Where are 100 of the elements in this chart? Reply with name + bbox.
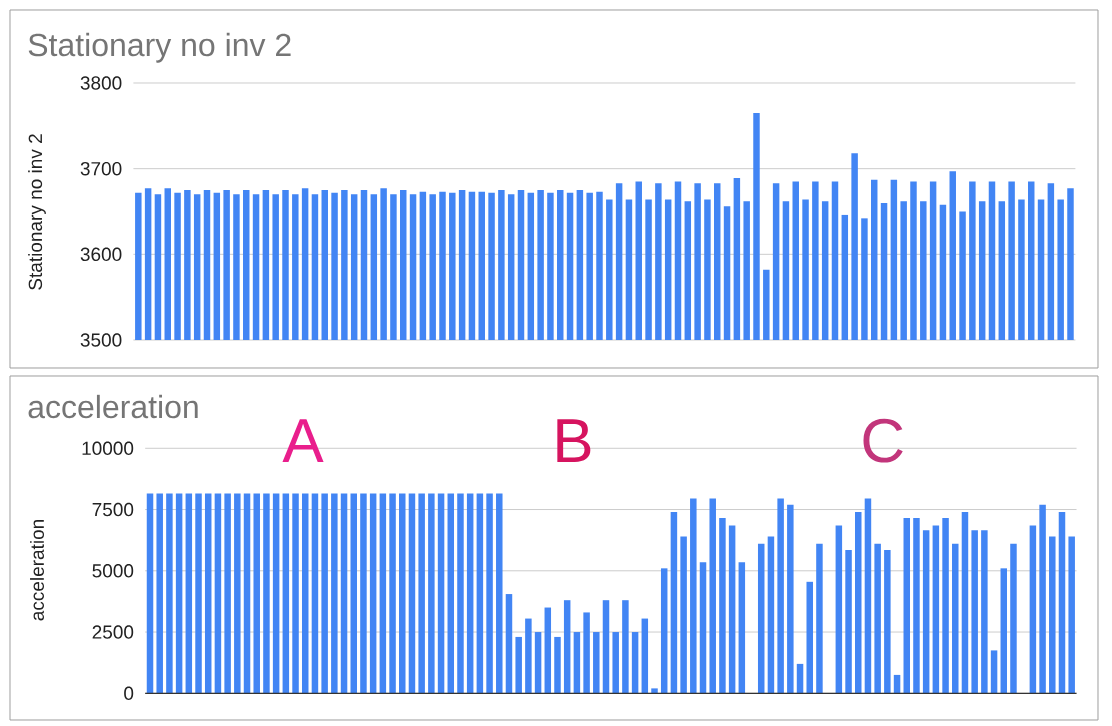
bar: [331, 493, 338, 694]
bar: [981, 530, 988, 694]
bar: [787, 504, 794, 694]
bar: [234, 493, 241, 694]
bar: [806, 581, 813, 694]
bar: [1029, 525, 1037, 694]
bar: [476, 493, 484, 694]
bar: [272, 493, 280, 694]
bar: [1058, 511, 1066, 694]
bar: [922, 530, 930, 694]
y-tick-label: 2500: [92, 625, 134, 639]
bar: [651, 688, 658, 694]
bar: [428, 493, 435, 694]
bar: [971, 530, 978, 694]
bar: [204, 493, 212, 694]
bar: [563, 600, 571, 694]
bar: [243, 493, 251, 694]
bar: [855, 511, 862, 694]
bar: [389, 493, 396, 694]
bar: [214, 493, 222, 694]
bar: [301, 493, 309, 694]
bar: [913, 518, 920, 694]
annotation: A: [282, 419, 324, 463]
bar: [369, 493, 377, 694]
bar: [757, 543, 765, 694]
y-tick-label: 3700: [80, 161, 122, 176]
bar: [874, 543, 881, 694]
bar: [447, 493, 455, 694]
bar: [622, 600, 629, 694]
bar: [1039, 504, 1046, 694]
y-tick-label: 10000: [82, 441, 134, 456]
bar: [185, 493, 193, 694]
bar: [437, 493, 445, 694]
bar: [990, 650, 998, 694]
bar: [884, 549, 891, 694]
bar: [253, 493, 260, 694]
bar: [457, 493, 464, 694]
bar: [496, 493, 503, 694]
bar: [311, 493, 319, 694]
bar: [525, 618, 532, 694]
bar: [942, 518, 949, 694]
bar: [952, 543, 959, 694]
bar: [767, 536, 775, 694]
bar: [631, 632, 639, 694]
bar: [175, 493, 183, 694]
bar: [845, 549, 852, 694]
bar: [554, 636, 561, 694]
bar: [612, 632, 619, 694]
bar: [690, 498, 697, 694]
bar: [515, 636, 522, 694]
bar: [360, 493, 367, 694]
bar: [379, 493, 387, 694]
bar: [340, 493, 348, 694]
bar: [166, 493, 173, 694]
bar: [1049, 536, 1056, 694]
bar: [418, 493, 425, 694]
y-tick-label: 7500: [92, 502, 134, 517]
bar: [593, 632, 600, 694]
bar: [534, 632, 542, 694]
bar: [544, 607, 552, 694]
bar: [1068, 536, 1075, 694]
chart-title: acceleration: [28, 394, 198, 419]
bar: [680, 536, 687, 694]
bar: [466, 493, 474, 694]
y-tick-label: 5000: [92, 564, 134, 578]
bar: [719, 518, 726, 694]
bar: [835, 525, 843, 694]
bar: [932, 525, 940, 694]
bar: [195, 493, 202, 694]
y-tick-label: 3500: [80, 333, 122, 347]
y-tick-label: 3800: [80, 76, 122, 90]
bar: [321, 493, 328, 694]
bar: [282, 493, 290, 694]
bar: [156, 493, 163, 694]
bar: [641, 618, 649, 694]
bar: [777, 498, 784, 694]
bar: [1010, 543, 1017, 694]
bar: [864, 498, 872, 694]
bar: [1000, 568, 1008, 694]
y-axis-title: acceleration: [30, 520, 44, 621]
y-axis-title: Stationary no inv 2: [28, 134, 46, 290]
bar: [709, 498, 716, 694]
bar: [486, 493, 493, 694]
bar: [350, 493, 357, 694]
chart-title: Stationary no inv 2: [28, 32, 291, 63]
bar: [961, 511, 969, 694]
y-tick-label: 0: [124, 686, 134, 701]
bar: [602, 600, 610, 694]
bar: [738, 562, 746, 694]
bar: [670, 511, 678, 694]
bar: [224, 493, 231, 694]
bar: [816, 543, 823, 694]
bar: [893, 674, 901, 694]
bar: [660, 568, 668, 694]
annotation: B: [557, 419, 591, 463]
bar: [263, 493, 270, 694]
bar: [583, 612, 590, 694]
bar: [146, 493, 154, 694]
y-tick-label: 3600: [80, 247, 122, 262]
bar: [408, 493, 416, 694]
